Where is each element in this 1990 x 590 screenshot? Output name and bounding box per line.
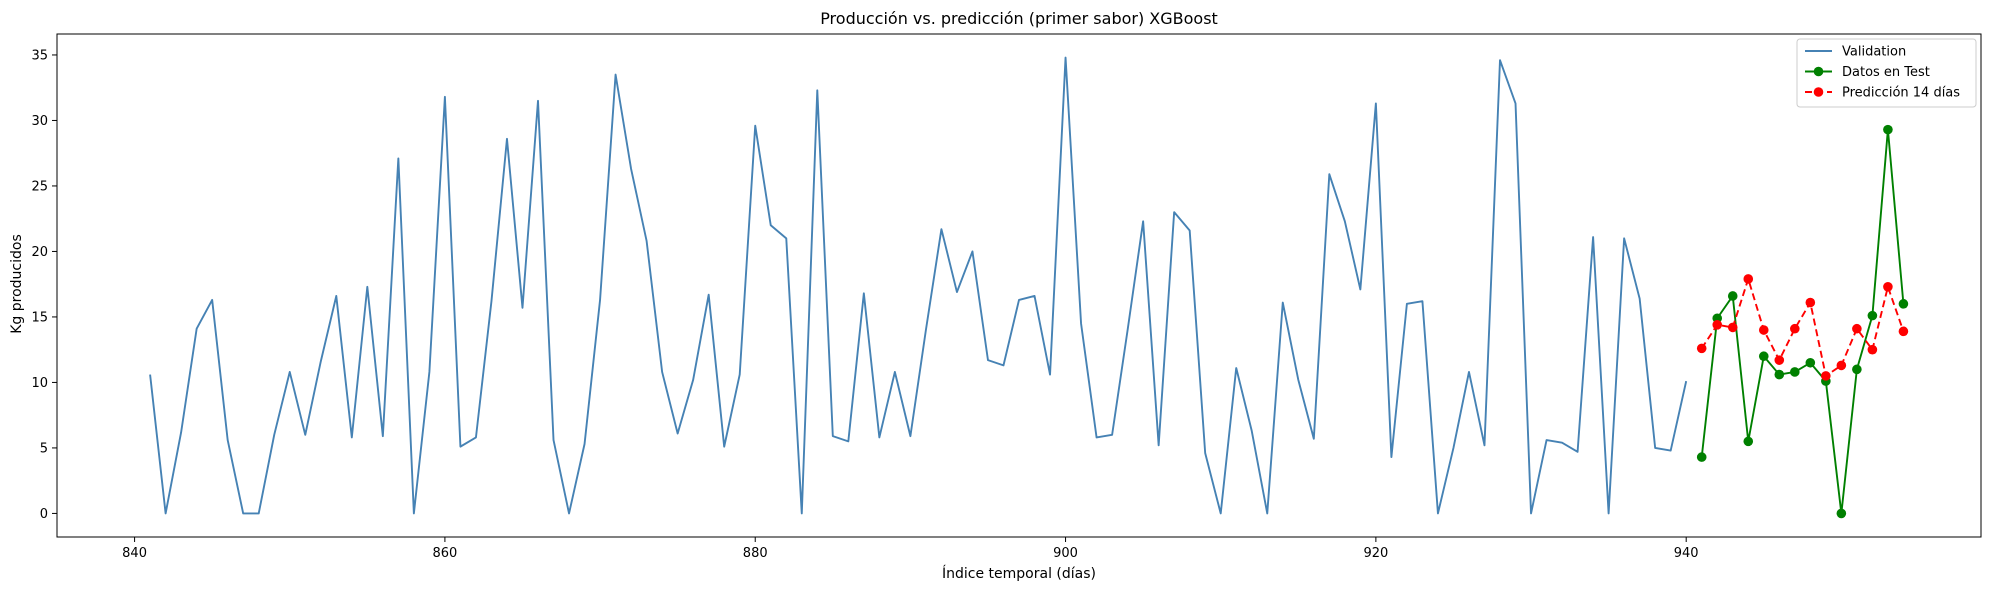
legend-item: Datos en Test (1805, 65, 1930, 80)
data-point (1696, 343, 1707, 354)
y-tick-label: 5 (40, 441, 48, 456)
plot-frame (56, 33, 1982, 538)
legend-item: Predicción 14 días (1805, 86, 1960, 101)
y-axis-label: Kg producidos (9, 234, 25, 334)
y-tick-label: 15 (31, 310, 48, 325)
x-tick-label: 920 (1363, 546, 1388, 561)
series-1 (149, 56, 1688, 515)
data-point (1867, 310, 1878, 321)
axes: 840 860 880 900 920 940 0 5 10 15 20 25 30 35 (31, 48, 1698, 561)
y-tick-label: 10 (31, 376, 48, 391)
x-tick-label: 900 (1053, 546, 1078, 561)
legend-label: Datos en Test (1842, 65, 1930, 80)
legend-item: Validation (1805, 45, 1906, 60)
data-point (1727, 322, 1738, 333)
data-point (1790, 323, 1800, 334)
series-3 (1696, 274, 1909, 381)
legend-marker (1813, 87, 1824, 97)
data-point (1743, 274, 1754, 284)
x-tick-label: 940 (1674, 546, 1699, 561)
x-axis-label: Índice temporal (días) (942, 565, 1096, 582)
data-point (1883, 124, 1893, 135)
data-point (1743, 436, 1754, 447)
x-tick-label: 880 (743, 546, 768, 561)
legend-box (1796, 38, 1977, 108)
data-point (1852, 323, 1862, 334)
data-point (1883, 282, 1893, 292)
data-point (1836, 508, 1847, 519)
chart-title: Producción vs. predicción (primer sabor)… (820, 9, 1218, 28)
plot-marks (149, 56, 1909, 519)
y-tick-label: 0 (40, 507, 48, 522)
x-tick-label: 860 (432, 546, 457, 561)
data-point (1805, 357, 1816, 368)
series-2 (1696, 124, 1909, 519)
data-point (1727, 291, 1738, 301)
data-point (1805, 297, 1816, 308)
data-point (1821, 371, 1831, 381)
y-tick-label: 20 (31, 245, 48, 260)
data-point (1758, 351, 1769, 362)
y-tick-label: 35 (31, 48, 48, 63)
legend: Validation Datos en Test Predicción 14 día… (1796, 38, 1977, 108)
data-point (1852, 364, 1862, 375)
legend-label: Predicción 14 días (1842, 86, 1960, 101)
y-tick-label: 25 (31, 179, 48, 194)
data-point (1696, 452, 1707, 462)
data-point (1898, 299, 1909, 309)
legend-marker (1813, 66, 1824, 77)
data-point (1867, 344, 1878, 355)
data-point (1836, 360, 1847, 371)
data-point (1774, 369, 1785, 380)
y-tick-label: 30 (31, 114, 48, 129)
data-point (1790, 367, 1800, 377)
data-point (1774, 355, 1785, 365)
legend-label: Validation (1842, 45, 1906, 60)
data-point (1898, 326, 1909, 337)
data-point (1712, 319, 1723, 330)
series-line (149, 56, 1688, 515)
data-point (1758, 325, 1769, 335)
series-line (1700, 128, 1905, 515)
x-tick-label: 840 (122, 546, 147, 561)
